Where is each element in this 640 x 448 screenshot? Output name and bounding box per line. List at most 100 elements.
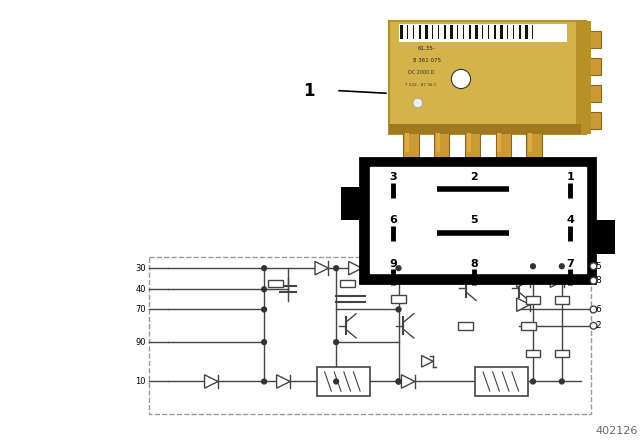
Bar xyxy=(399,24,566,42)
Bar xyxy=(528,133,532,152)
Bar xyxy=(426,25,428,39)
Text: 5: 5 xyxy=(595,262,601,271)
Bar xyxy=(555,296,568,304)
Circle shape xyxy=(590,306,597,313)
Text: 7 522 - 87 36 C: 7 522 - 87 36 C xyxy=(405,83,437,87)
Bar xyxy=(476,367,528,396)
Circle shape xyxy=(590,263,597,270)
Bar xyxy=(476,25,478,39)
Bar xyxy=(497,133,501,152)
Bar xyxy=(519,25,520,39)
Polygon shape xyxy=(276,375,290,388)
Bar xyxy=(482,25,483,39)
Bar xyxy=(588,31,601,48)
Circle shape xyxy=(590,323,597,329)
Bar xyxy=(555,350,568,358)
Polygon shape xyxy=(205,375,218,388)
Text: 8: 8 xyxy=(595,276,601,285)
Text: 6: 6 xyxy=(595,305,601,314)
Bar xyxy=(588,112,601,129)
Bar xyxy=(576,22,591,134)
Text: 2: 2 xyxy=(595,321,601,330)
Polygon shape xyxy=(550,274,564,287)
Text: 1: 1 xyxy=(303,82,315,99)
Bar xyxy=(401,25,403,39)
Text: 1: 1 xyxy=(566,172,574,182)
Bar xyxy=(526,131,541,158)
Bar xyxy=(149,257,591,414)
Circle shape xyxy=(531,379,536,384)
Text: 3: 3 xyxy=(389,172,397,182)
Bar xyxy=(494,25,495,39)
Bar xyxy=(405,133,409,152)
Circle shape xyxy=(262,379,266,384)
Bar xyxy=(513,25,515,39)
Bar xyxy=(406,25,408,39)
Bar xyxy=(438,25,440,39)
Circle shape xyxy=(590,277,597,284)
Bar xyxy=(488,25,490,39)
Bar xyxy=(444,25,445,39)
Text: 40: 40 xyxy=(136,285,146,294)
Bar xyxy=(431,25,433,39)
Bar xyxy=(532,25,533,39)
Bar xyxy=(340,280,355,287)
Bar xyxy=(463,25,465,39)
Text: 9: 9 xyxy=(389,258,397,268)
Circle shape xyxy=(333,379,339,384)
Bar xyxy=(413,25,414,39)
Bar xyxy=(588,58,601,75)
Circle shape xyxy=(413,98,422,108)
Bar xyxy=(419,25,420,39)
Circle shape xyxy=(396,379,401,384)
Bar xyxy=(389,124,581,134)
Bar xyxy=(495,131,511,158)
Bar xyxy=(526,350,540,358)
Text: 5: 5 xyxy=(470,215,478,225)
Polygon shape xyxy=(550,259,564,273)
Bar xyxy=(525,25,528,39)
Circle shape xyxy=(262,266,266,271)
Bar xyxy=(457,25,458,39)
Circle shape xyxy=(333,340,339,345)
Polygon shape xyxy=(516,298,530,311)
Bar xyxy=(451,25,453,39)
Text: 61.35-: 61.35- xyxy=(418,46,435,51)
Polygon shape xyxy=(401,375,415,388)
Bar xyxy=(507,25,508,39)
Bar xyxy=(341,186,362,220)
Circle shape xyxy=(262,340,266,345)
Text: 4: 4 xyxy=(566,215,575,225)
Text: 30: 30 xyxy=(135,264,146,273)
Bar xyxy=(436,133,440,152)
Text: 7: 7 xyxy=(566,258,574,268)
Bar xyxy=(526,296,540,304)
Bar xyxy=(403,131,419,158)
Bar xyxy=(520,322,536,330)
Bar xyxy=(467,133,470,152)
Bar xyxy=(370,168,586,273)
Bar xyxy=(469,25,470,39)
Text: 402126: 402126 xyxy=(595,426,638,435)
Bar xyxy=(588,85,601,102)
Text: 6: 6 xyxy=(389,215,397,225)
Bar xyxy=(317,367,370,396)
Bar xyxy=(389,22,586,134)
Bar xyxy=(458,322,474,330)
Bar xyxy=(595,220,616,254)
Bar xyxy=(500,25,503,39)
Circle shape xyxy=(559,379,564,384)
Text: DC 2000 D: DC 2000 D xyxy=(408,70,435,75)
Text: 90: 90 xyxy=(136,338,146,347)
Polygon shape xyxy=(516,274,530,287)
Text: 2: 2 xyxy=(470,172,478,182)
Circle shape xyxy=(531,264,536,269)
Text: 70: 70 xyxy=(135,305,146,314)
Polygon shape xyxy=(422,356,433,367)
Bar xyxy=(360,158,595,283)
Text: 10: 10 xyxy=(136,377,146,386)
Polygon shape xyxy=(349,262,362,275)
Bar xyxy=(391,295,406,303)
Circle shape xyxy=(559,264,564,269)
Text: 8: 8 xyxy=(470,258,478,268)
